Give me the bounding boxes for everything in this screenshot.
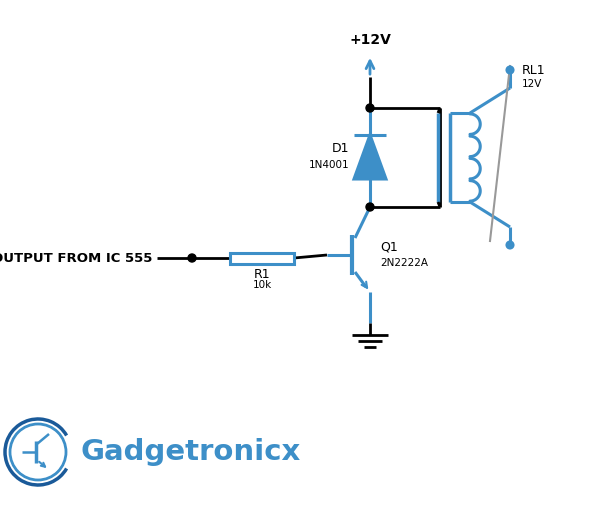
Text: +12V: +12V: [349, 33, 391, 47]
Text: 12V: 12V: [522, 79, 542, 89]
Text: 1N4001: 1N4001: [308, 160, 349, 170]
Text: RL1: RL1: [522, 64, 545, 77]
Text: 10k: 10k: [253, 280, 272, 290]
Circle shape: [506, 241, 514, 249]
Circle shape: [506, 67, 514, 73]
Polygon shape: [354, 135, 386, 179]
Text: Q1: Q1: [380, 240, 398, 253]
Text: D1: D1: [331, 143, 349, 156]
Circle shape: [10, 424, 66, 480]
Circle shape: [188, 254, 196, 262]
Bar: [230, 252, 294, 264]
Text: Gadgetronicx: Gadgetronicx: [81, 438, 301, 466]
Text: OUTPUT FROM IC 555: OUTPUT FROM IC 555: [0, 251, 152, 265]
Circle shape: [366, 203, 374, 211]
Text: 2N2222A: 2N2222A: [380, 258, 428, 268]
Circle shape: [366, 104, 374, 112]
Text: R1: R1: [254, 268, 271, 281]
